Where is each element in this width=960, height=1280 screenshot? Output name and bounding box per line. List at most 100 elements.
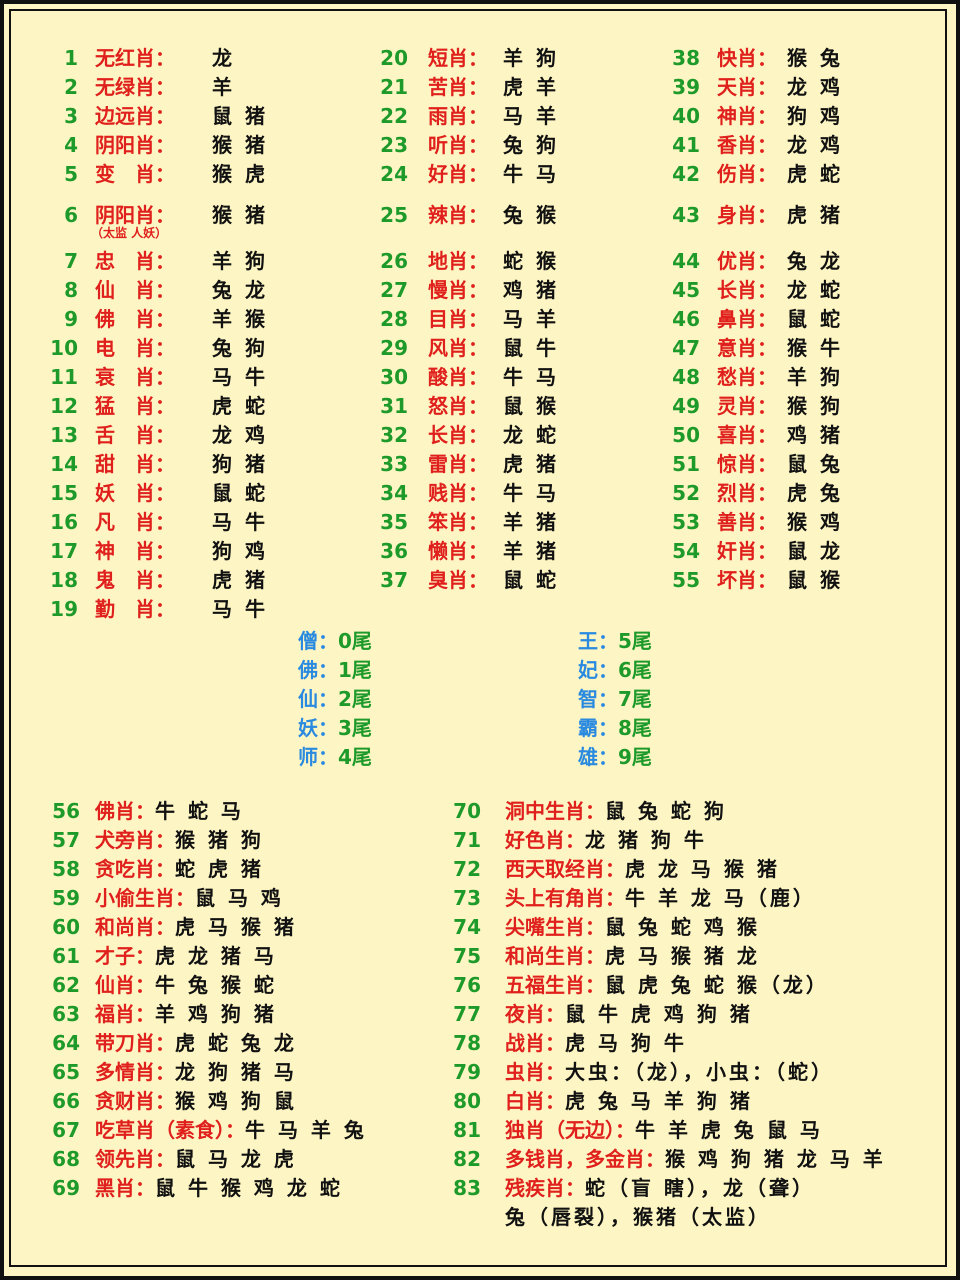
item-value: 羊 猪: [503, 510, 559, 534]
list-item: 40 神肖： 狗 鸡: [0, 102, 960, 131]
item-number: 22: [380, 104, 408, 128]
item-number: 65: [52, 1060, 80, 1084]
list-item: 11 衰 肖： 马 牛: [0, 363, 960, 392]
list-item: 38 快肖： 猴 兔: [0, 44, 960, 73]
item-label: 奸肖：: [717, 539, 777, 563]
item-number: 18: [50, 568, 78, 592]
item-text: 佛肖：牛 蛇 马: [95, 797, 244, 826]
list-item: 76 五福生肖：鼠 虎 兔 蛇 猴（龙）: [0, 971, 960, 1000]
item-number: 3: [64, 104, 78, 128]
item-value: 羊 狗: [503, 46, 559, 70]
item-label: 尖嘴生肖：: [505, 915, 605, 939]
list-item: 41 香肖： 龙 鸡: [0, 131, 960, 160]
list-item: 48 愁肖： 羊 狗: [0, 363, 960, 392]
list-item: 49 灵肖： 猴 狗: [0, 392, 960, 421]
item-label: 残疾肖：: [505, 1176, 585, 1200]
item-number: 57: [52, 828, 80, 852]
item-value: 马 羊: [503, 104, 559, 128]
list-item: 4 阴阳肖： 猴 猪: [0, 131, 960, 160]
item-number: 80: [453, 1089, 481, 1113]
list-item: 60 和尚肖：虎 马 猴 猪: [0, 913, 960, 942]
item-number: 16: [50, 510, 78, 534]
item-number: 77: [453, 1002, 481, 1026]
item-value: 羊 猴: [212, 307, 268, 331]
list-item: 50 喜肖： 鸡 猪: [0, 421, 960, 450]
item-label: 鬼 肖：: [95, 568, 175, 592]
item-text: 才子：虎 龙 猪 马: [95, 942, 277, 971]
list-item: 52 烈肖： 虎 兔: [0, 479, 960, 508]
tail-item: 佛：1尾: [298, 656, 372, 685]
item-label: 福肖：: [95, 1002, 155, 1026]
item-value: 鸡 猪: [787, 423, 843, 447]
item-number: 81: [453, 1118, 481, 1142]
item-value: 大虫：（龙），小虫：（蛇）: [565, 1060, 834, 1084]
item-value: 龙 蛇: [787, 278, 843, 302]
list-item: 18 鬼 肖： 虎 猪: [0, 566, 960, 595]
item-value: 虎 兔 马 羊 狗 猪: [565, 1089, 753, 1113]
item-value: 鼠 龙: [787, 539, 843, 563]
list-item: 81 独肖（无边）：牛 羊 虎 兔 鼠 马: [0, 1116, 960, 1145]
item-value: 鼠 牛 虎 鸡 狗 猪: [565, 1002, 753, 1026]
tail-item: 师：4尾: [298, 743, 372, 772]
item-value: 兔 猴: [503, 203, 559, 227]
item-label: 伤肖：: [717, 162, 777, 186]
item-value: 猴 猪 狗: [175, 828, 264, 852]
tail-value: 8尾: [618, 716, 652, 740]
item-label: 雷肖：: [428, 452, 488, 476]
item-number: 1: [64, 46, 78, 70]
item-number: 78: [453, 1031, 481, 1055]
list-item: 3 边远肖： 鼠 猪: [0, 102, 960, 131]
list-item: 32 长肖： 龙 蛇: [0, 421, 960, 450]
item-value: 虎 龙 马 猴 猪: [625, 857, 780, 881]
list-item: 23 听肖： 兔 狗: [0, 131, 960, 160]
item-label: 贪财肖：: [95, 1089, 175, 1113]
item-number: 13: [50, 423, 78, 447]
item-label: 仙 肖：: [95, 278, 175, 302]
item-label: 鼻肖：: [717, 307, 777, 331]
item-text: 吃草肖（素食）：牛 马 羊 兔: [95, 1116, 367, 1145]
item-value: 虎 蛇 兔 龙: [175, 1031, 297, 1055]
item-text: 小偷生肖：鼠 马 鸡: [95, 884, 284, 913]
item-label: 快肖：: [717, 46, 777, 70]
item-number: 17: [50, 539, 78, 563]
item-number: 5: [64, 162, 78, 186]
item-value: 鼠 猪: [212, 104, 268, 128]
item-label: 懒肖：: [428, 539, 488, 563]
item-label: 佛肖：: [95, 799, 155, 823]
item-number: 48: [672, 365, 700, 389]
item-value: 鼠 兔 蛇 狗: [605, 799, 727, 823]
item-value: 鼠 蛇: [787, 307, 843, 331]
item-number: 10: [50, 336, 78, 360]
item-value: 猴 兔: [787, 46, 843, 70]
item-text: 尖嘴生肖：鼠 兔 蛇 鸡 猴: [505, 913, 760, 942]
item-label: 西天取经肖：: [505, 857, 625, 881]
tail-value: 1尾: [338, 658, 372, 682]
item-number: 4: [64, 133, 78, 157]
item-number: 73: [453, 886, 481, 910]
item-value: 狗 鸡: [212, 539, 268, 563]
item-value: 猴 牛: [787, 336, 843, 360]
list-item: 65 多情肖：龙 狗 猪 马: [0, 1058, 960, 1087]
list-item: 8 仙 肖： 兔 龙: [0, 276, 960, 305]
item-value: 鼠 马 鸡: [195, 886, 284, 910]
list-item: 22 雨肖： 马 羊: [0, 102, 960, 131]
item-label: 吃草肖（素食）：: [95, 1118, 245, 1142]
list-item: 33 雷肖： 虎 猪: [0, 450, 960, 479]
tail-value: 9尾: [618, 745, 652, 769]
item-value: 龙 鸡: [787, 133, 843, 157]
item-label: 独肖（无边）：: [505, 1118, 635, 1142]
item-label: 神 肖：: [95, 539, 175, 563]
item-value: 猴 鸡 狗 鼠: [175, 1089, 297, 1113]
tail-value: 2尾: [338, 687, 372, 711]
item-number: 50: [672, 423, 700, 447]
item-number: 63: [52, 1002, 80, 1026]
list-item: 2 无绿肖： 羊: [0, 73, 960, 102]
item-number: 12: [50, 394, 78, 418]
item-number: 70: [453, 799, 481, 823]
list-item: 13 舌 肖： 龙 鸡: [0, 421, 960, 450]
item-value: 猴 虎: [212, 162, 268, 186]
item-label: 黑肖：: [95, 1176, 155, 1200]
item-label: 长肖：: [428, 423, 488, 447]
item-text: 领先肖：鼠 马 龙 虎: [95, 1145, 297, 1174]
item-number: 15: [50, 481, 78, 505]
